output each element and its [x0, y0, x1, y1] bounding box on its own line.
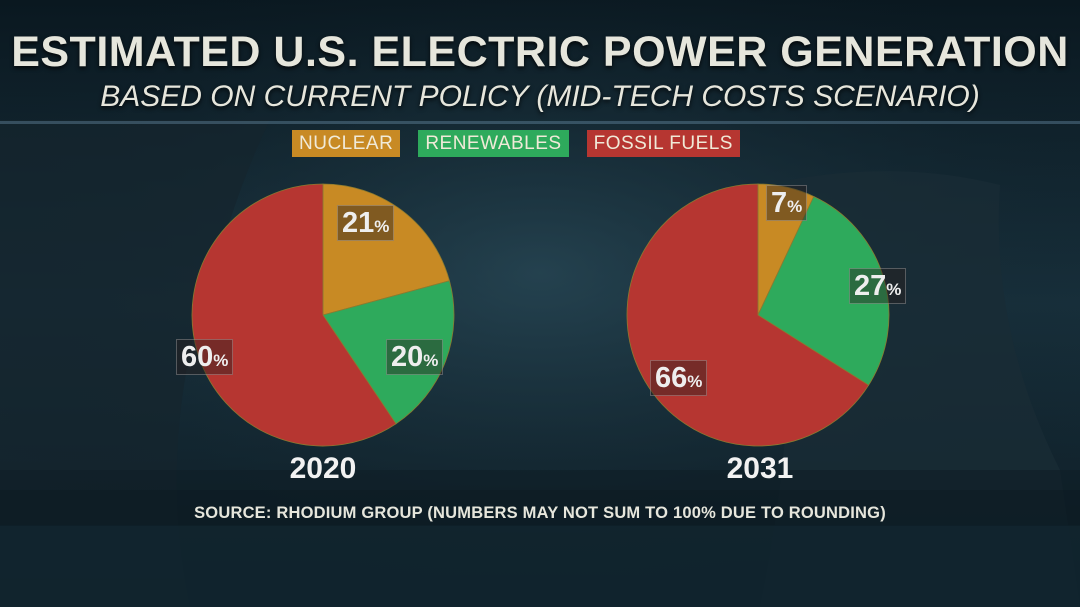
- legend-fossil-fuels: FOSSIL FUELS: [586, 130, 740, 157]
- pie-slice-2031-fossil: [626, 183, 870, 447]
- label-2020-nuclear: 21%: [337, 205, 395, 241]
- pie-title-2031: 2031: [726, 452, 794, 485]
- pie-title-2020: 2020: [289, 452, 357, 485]
- pie-slice-2031-renewables: [757, 195, 890, 386]
- pie-slice-2020-renewables: [322, 280, 455, 425]
- label-2031-fossil: 66%: [650, 360, 708, 396]
- title-divider: [0, 121, 1080, 124]
- chart-legend: NUCLEAR RENEWABLES FOSSIL FUELS: [292, 130, 758, 157]
- source-note: SOURCE: RHODIUM GROUP (NUMBERS MAY NOT S…: [194, 504, 886, 522]
- pie-slice-2020-fossil: [191, 183, 397, 447]
- chart-title: ESTIMATED U.S. ELECTRIC POWER GENERATION: [11, 28, 1069, 76]
- legend-nuclear: NUCLEAR: [292, 130, 401, 157]
- label-2031-nuclear: 7%: [766, 185, 808, 221]
- chart-subtitle: BASED ON CURRENT POLICY (MID-TECH COSTS …: [100, 80, 980, 113]
- label-2031-renewables: 27%: [849, 268, 907, 304]
- label-2020-renewables: 20%: [386, 339, 444, 375]
- legend-renewables: RENEWABLES: [418, 130, 569, 157]
- pie-slice-2020-nuclear: [322, 183, 450, 316]
- label-2020-fossil: 60%: [176, 339, 234, 375]
